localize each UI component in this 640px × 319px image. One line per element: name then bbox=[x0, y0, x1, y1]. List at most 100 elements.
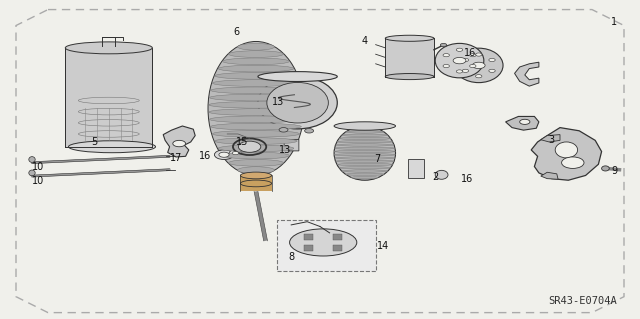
Text: 13: 13 bbox=[278, 145, 291, 155]
Text: 16: 16 bbox=[198, 151, 211, 161]
Ellipse shape bbox=[334, 126, 396, 180]
Ellipse shape bbox=[258, 72, 337, 82]
Circle shape bbox=[456, 70, 463, 73]
FancyBboxPatch shape bbox=[304, 245, 313, 251]
Ellipse shape bbox=[218, 65, 294, 72]
Ellipse shape bbox=[212, 130, 300, 137]
FancyBboxPatch shape bbox=[241, 175, 271, 191]
Text: 4: 4 bbox=[362, 36, 368, 47]
Polygon shape bbox=[541, 135, 560, 142]
Ellipse shape bbox=[335, 157, 395, 159]
Circle shape bbox=[173, 140, 186, 147]
Ellipse shape bbox=[562, 157, 584, 168]
Circle shape bbox=[440, 43, 447, 47]
Ellipse shape bbox=[339, 167, 390, 169]
Ellipse shape bbox=[334, 122, 396, 130]
FancyBboxPatch shape bbox=[333, 234, 342, 240]
Text: 14: 14 bbox=[376, 241, 389, 251]
Polygon shape bbox=[284, 139, 299, 151]
Ellipse shape bbox=[239, 141, 261, 152]
Ellipse shape bbox=[215, 138, 297, 145]
Ellipse shape bbox=[212, 80, 300, 86]
Ellipse shape bbox=[241, 180, 271, 187]
Ellipse shape bbox=[435, 170, 448, 179]
Ellipse shape bbox=[339, 137, 390, 140]
Ellipse shape bbox=[241, 172, 271, 179]
Ellipse shape bbox=[258, 77, 337, 129]
Ellipse shape bbox=[211, 123, 301, 130]
Circle shape bbox=[453, 57, 466, 64]
Ellipse shape bbox=[29, 157, 35, 162]
Ellipse shape bbox=[337, 163, 393, 166]
Ellipse shape bbox=[289, 229, 357, 256]
Ellipse shape bbox=[223, 152, 289, 159]
Ellipse shape bbox=[555, 142, 578, 158]
Circle shape bbox=[279, 128, 288, 132]
Ellipse shape bbox=[237, 167, 275, 174]
Ellipse shape bbox=[232, 152, 239, 155]
Text: 9: 9 bbox=[611, 166, 618, 176]
FancyBboxPatch shape bbox=[408, 159, 424, 178]
Ellipse shape bbox=[342, 134, 388, 137]
Circle shape bbox=[472, 62, 485, 69]
Circle shape bbox=[462, 69, 468, 72]
Circle shape bbox=[470, 64, 476, 68]
Ellipse shape bbox=[211, 87, 301, 94]
Text: 16: 16 bbox=[461, 174, 474, 184]
Ellipse shape bbox=[385, 35, 434, 41]
Ellipse shape bbox=[334, 153, 396, 156]
Circle shape bbox=[456, 48, 463, 51]
Ellipse shape bbox=[351, 176, 378, 179]
Ellipse shape bbox=[337, 140, 393, 143]
Circle shape bbox=[470, 54, 476, 57]
Ellipse shape bbox=[214, 150, 234, 160]
Circle shape bbox=[520, 119, 530, 124]
Ellipse shape bbox=[208, 41, 304, 175]
Polygon shape bbox=[506, 116, 539, 130]
Ellipse shape bbox=[334, 150, 396, 153]
Circle shape bbox=[305, 129, 314, 133]
Circle shape bbox=[443, 54, 449, 57]
Ellipse shape bbox=[29, 170, 35, 176]
FancyBboxPatch shape bbox=[385, 38, 434, 77]
Ellipse shape bbox=[335, 160, 394, 162]
Polygon shape bbox=[163, 126, 195, 157]
Ellipse shape bbox=[228, 51, 284, 57]
Ellipse shape bbox=[346, 131, 384, 133]
Ellipse shape bbox=[435, 43, 484, 78]
Ellipse shape bbox=[267, 82, 328, 123]
Ellipse shape bbox=[229, 150, 242, 156]
FancyBboxPatch shape bbox=[304, 234, 313, 240]
Text: 6: 6 bbox=[234, 27, 240, 37]
Polygon shape bbox=[515, 62, 539, 86]
Ellipse shape bbox=[209, 101, 303, 108]
Text: 17: 17 bbox=[170, 153, 182, 163]
Text: 15: 15 bbox=[236, 137, 248, 147]
Ellipse shape bbox=[209, 116, 303, 123]
Ellipse shape bbox=[209, 109, 303, 115]
Ellipse shape bbox=[223, 58, 289, 65]
Text: 7: 7 bbox=[374, 154, 381, 165]
Ellipse shape bbox=[342, 170, 388, 172]
Ellipse shape bbox=[602, 166, 609, 171]
Ellipse shape bbox=[237, 43, 275, 50]
Text: 5: 5 bbox=[92, 137, 98, 147]
Circle shape bbox=[489, 69, 495, 72]
Ellipse shape bbox=[335, 147, 395, 150]
Ellipse shape bbox=[351, 128, 378, 130]
Text: 10: 10 bbox=[32, 162, 45, 173]
Ellipse shape bbox=[228, 160, 284, 166]
Ellipse shape bbox=[215, 72, 297, 79]
Text: 10: 10 bbox=[32, 176, 45, 186]
Text: 16: 16 bbox=[464, 48, 477, 58]
Text: 2: 2 bbox=[432, 172, 438, 182]
Ellipse shape bbox=[219, 152, 229, 157]
Circle shape bbox=[476, 75, 482, 78]
Text: 8: 8 bbox=[288, 252, 294, 262]
Text: SR43-E0704A: SR43-E0704A bbox=[548, 296, 617, 307]
Circle shape bbox=[476, 53, 482, 56]
Text: 13: 13 bbox=[272, 97, 285, 107]
FancyBboxPatch shape bbox=[333, 245, 342, 251]
Circle shape bbox=[489, 58, 495, 62]
Ellipse shape bbox=[385, 74, 434, 80]
